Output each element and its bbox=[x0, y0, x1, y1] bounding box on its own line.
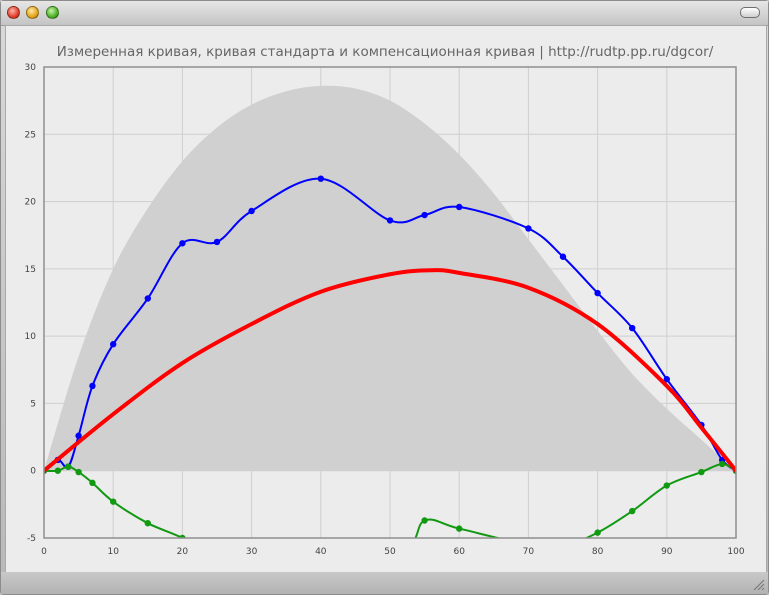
x-tick-label: 90 bbox=[661, 547, 673, 557]
zoom-window-button[interactable] bbox=[46, 6, 59, 19]
y-tick-label: 10 bbox=[25, 332, 37, 342]
data-point bbox=[65, 463, 72, 470]
tick-labels: 0 10 20 30 40 50 60 70 80 90 100 -5 0 5 10 15 20 25 30 bbox=[25, 63, 745, 557]
x-tick-label: 100 bbox=[727, 547, 744, 557]
data-point bbox=[456, 525, 463, 532]
status-bar bbox=[1, 572, 768, 594]
y-tick-label: -5 bbox=[27, 534, 36, 544]
data-point bbox=[663, 482, 670, 489]
chart: Измеренная кривая, кривая стандарта и ко… bbox=[25, 44, 745, 557]
title-bar bbox=[1, 1, 768, 26]
series-red bbox=[44, 268, 736, 473]
data-point bbox=[179, 534, 186, 538]
data-point bbox=[248, 207, 255, 215]
resize-grip-icon[interactable] bbox=[751, 577, 765, 591]
data-point bbox=[525, 225, 532, 232]
series-line-red bbox=[44, 268, 736, 473]
data-point bbox=[89, 382, 96, 390]
data-point bbox=[594, 289, 601, 297]
chart-title: Измеренная кривая, кривая стандарта и ко… bbox=[57, 44, 714, 60]
x-tick-label: 70 bbox=[523, 547, 535, 557]
y-tick-label: 20 bbox=[25, 198, 37, 208]
tolerance-band-area bbox=[44, 85, 736, 471]
data-point bbox=[421, 211, 428, 219]
y-tick-label: 15 bbox=[25, 265, 36, 275]
x-tick-label: 80 bbox=[592, 547, 604, 557]
series-line-green bbox=[44, 462, 736, 538]
x-tick-label: 60 bbox=[453, 547, 465, 557]
data-point bbox=[559, 253, 567, 260]
data-point bbox=[629, 324, 636, 332]
y-tick-label: 0 bbox=[30, 467, 36, 477]
data-point bbox=[54, 467, 62, 474]
series-line-blue bbox=[44, 177, 736, 472]
data-point bbox=[386, 217, 394, 224]
x-tick-label: 50 bbox=[384, 547, 396, 557]
data-point bbox=[144, 519, 151, 527]
x-tick-label: 20 bbox=[177, 547, 189, 557]
data-point bbox=[421, 517, 428, 524]
data-point bbox=[110, 341, 117, 348]
plot-frame bbox=[43, 66, 737, 539]
data-point bbox=[75, 432, 82, 439]
data-point bbox=[663, 376, 670, 383]
data-point bbox=[110, 498, 117, 505]
chart-area: Измеренная кривая, кривая стандарта и ко… bbox=[5, 25, 767, 573]
toolbar-toggle-button[interactable] bbox=[740, 7, 760, 18]
x-tick-label: 0 bbox=[41, 547, 47, 557]
y-tick-label: 25 bbox=[25, 130, 36, 140]
x-tick-label: 10 bbox=[107, 547, 119, 557]
x-tick-label: 40 bbox=[315, 547, 327, 557]
data-point bbox=[317, 175, 324, 182]
data-point bbox=[75, 468, 82, 476]
data-point bbox=[456, 203, 463, 211]
x-tick-label: 30 bbox=[246, 547, 258, 557]
data-point bbox=[213, 238, 221, 246]
minimize-window-button[interactable] bbox=[26, 6, 39, 19]
data-point bbox=[629, 507, 636, 515]
axes bbox=[43, 66, 737, 539]
data-point bbox=[89, 479, 96, 487]
data-point bbox=[144, 295, 151, 302]
data-point bbox=[698, 468, 705, 476]
series-group bbox=[44, 175, 736, 538]
y-tick-label: 30 bbox=[25, 63, 37, 73]
data-point bbox=[179, 240, 186, 247]
tolerance-band bbox=[44, 85, 736, 471]
data-point bbox=[594, 529, 601, 536]
close-window-button[interactable] bbox=[7, 6, 20, 19]
y-tick-label: 5 bbox=[30, 399, 36, 409]
data-point bbox=[718, 460, 726, 468]
